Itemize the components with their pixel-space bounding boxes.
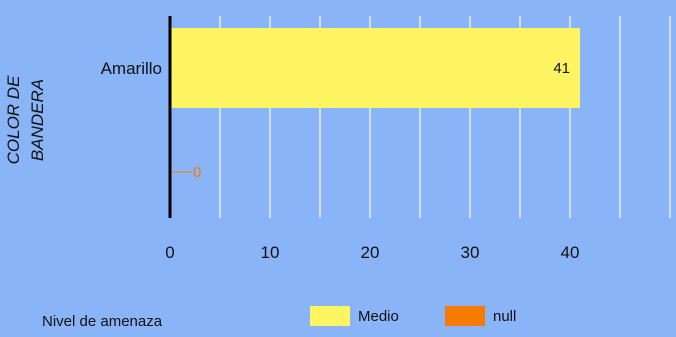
bar [170,28,580,108]
x-tick-label: 10 [261,243,280,262]
legend-item-medio: Medio [310,305,399,327]
x-tick-label: 30 [461,243,480,262]
legend-swatch-null [445,306,485,326]
legend-swatch-medio [310,306,350,326]
x-tick-label: 0 [165,243,174,262]
y-axis-title-line-1: COLOR DE [4,75,23,164]
legend-item-null: null [445,305,516,327]
legend-label-null: null [493,307,517,325]
category-label: Amarillo [101,59,162,78]
y-axis-title-line-2: BANDERA [28,79,47,161]
legend-title: Nivel de amenaza [42,313,163,330]
data-label: 0 [193,164,201,181]
x-tick-label: 40 [561,243,580,262]
data-label: 41 [553,60,570,77]
legend-label-medio: Medio [358,307,399,325]
x-tick-label: 20 [361,243,380,262]
